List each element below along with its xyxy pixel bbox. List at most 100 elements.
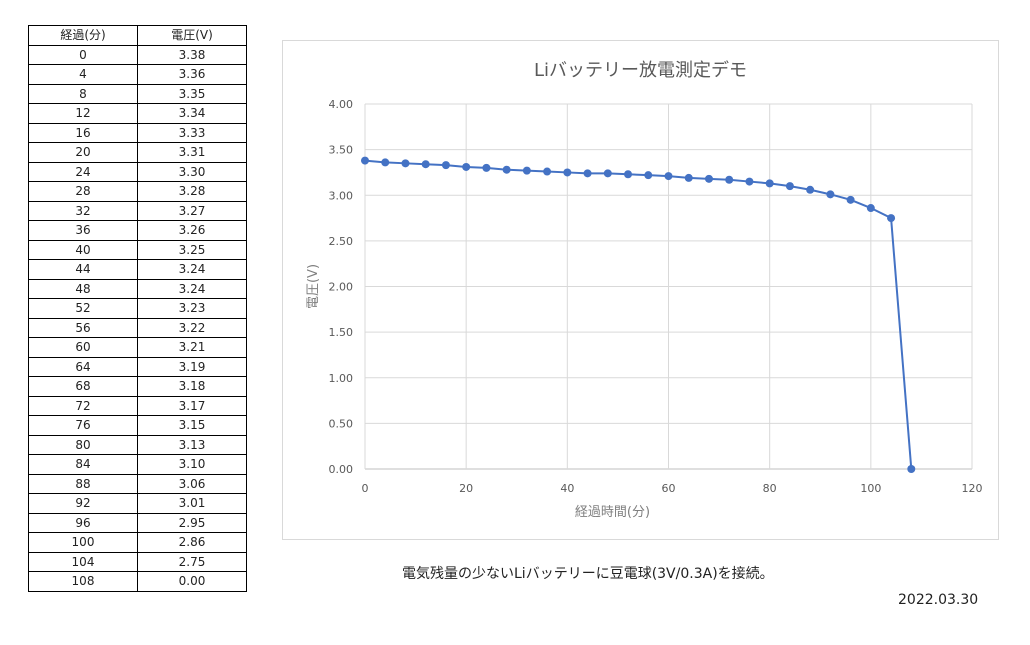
cell-elapsed: 12	[28, 103, 138, 124]
x-axis-title: 経過時間(分)	[575, 505, 650, 520]
table-row: 0 3.38	[28, 44, 247, 65]
cell-elapsed: 100	[28, 532, 138, 553]
data-point	[381, 158, 390, 167]
table-row: 4 3.36	[28, 64, 247, 85]
table-row: 92 3.01	[28, 493, 247, 514]
cell-voltage: 3.38	[137, 44, 247, 65]
table-row: 100 2.86	[28, 532, 247, 553]
data-point	[826, 190, 835, 199]
cell-elapsed: 0	[28, 44, 138, 65]
cell-voltage: 3.13	[137, 434, 247, 455]
cell-elapsed: 96	[28, 512, 138, 533]
chart-area: Liバッテリー放電測定デモ 0.00 0.50 1.00 1.50 2.00 2.50 3.…	[282, 40, 999, 540]
cell-voltage: 3.27	[137, 200, 247, 221]
table-row: 56 3.22	[28, 317, 247, 338]
line-chart: 0.00 0.50 1.00 1.50 2.00 2.50 3.00 3.50 4.00 0 20 4…	[306, 98, 983, 520]
cell-elapsed: 92	[28, 493, 138, 514]
table-row: 24 3.30	[28, 161, 247, 182]
data-point	[644, 171, 653, 180]
data-point	[462, 162, 471, 171]
cell-voltage: 2.75	[137, 551, 247, 572]
y-tick-label: 3.00	[329, 189, 354, 202]
cell-voltage: 3.31	[137, 142, 247, 163]
cell-elapsed: 60	[28, 337, 138, 358]
cell-elapsed: 64	[28, 356, 138, 377]
series-line	[364, 159, 913, 470]
x-tick-label: 60	[662, 482, 676, 495]
cell-elapsed: 76	[28, 415, 138, 436]
y-tick-label: 4.00	[329, 98, 354, 111]
table-row: 16 3.33	[28, 122, 247, 143]
x-tick-label: 100	[860, 482, 881, 495]
cell-voltage: 3.21	[137, 337, 247, 358]
table-row: 52 3.23	[28, 298, 247, 319]
y-tick-label: 0.50	[329, 417, 354, 430]
table-row: 84 3.10	[28, 454, 247, 475]
date-label: 2022.03.30	[898, 592, 979, 608]
table-row: 104 2.75	[28, 551, 247, 572]
table-header-row: 経過(分) 電圧(V)	[28, 25, 247, 46]
data-point	[624, 170, 633, 179]
cell-voltage: 3.25	[137, 239, 247, 260]
cell-voltage: 3.23	[137, 298, 247, 319]
cell-elapsed: 104	[28, 551, 138, 572]
cell-voltage: 2.95	[137, 512, 247, 533]
data-point	[785, 182, 794, 191]
data-point	[583, 169, 592, 178]
x-tick-label: 20	[459, 482, 473, 495]
x-tick-label: 40	[560, 482, 574, 495]
table-row: 12 3.34	[28, 103, 247, 124]
table-row: 96 2.95	[28, 512, 247, 533]
cell-voltage: 0.00	[137, 571, 247, 592]
data-table: 経過(分) 電圧(V) 0 3.38 4 3.36 8 3.35 12 3.34 16 3.33 2…	[28, 25, 247, 592]
table-row: 80 3.13	[28, 434, 247, 455]
x-tick-label: 120	[962, 482, 983, 495]
cell-elapsed: 108	[28, 571, 138, 592]
cell-elapsed: 20	[28, 142, 138, 163]
data-point	[482, 163, 491, 172]
cell-voltage: 3.19	[137, 356, 247, 377]
y-tick-label: 0.00	[329, 463, 354, 476]
table-row: 72 3.17	[28, 395, 247, 416]
cell-elapsed: 24	[28, 161, 138, 182]
cell-voltage: 3.35	[137, 83, 247, 104]
cell-elapsed: 72	[28, 395, 138, 416]
table-row: 32 3.27	[28, 200, 247, 221]
y-tick-label: 2.00	[329, 281, 354, 294]
data-point	[725, 175, 734, 184]
cell-elapsed: 68	[28, 376, 138, 397]
data-point	[887, 214, 896, 223]
cell-voltage: 2.86	[137, 532, 247, 553]
table-row: 48 3.24	[28, 278, 247, 299]
table-row: 20 3.31	[28, 142, 247, 163]
x-tick-label: 0	[362, 482, 369, 495]
table-row: 36 3.26	[28, 220, 247, 241]
y-tick-label: 2.50	[329, 235, 354, 248]
cell-elapsed: 28	[28, 181, 138, 202]
data-point	[846, 195, 855, 204]
y-tick-label: 1.00	[329, 372, 354, 385]
cell-elapsed: 88	[28, 473, 138, 494]
data-point	[866, 204, 875, 213]
cell-voltage: 3.06	[137, 473, 247, 494]
chart-title: Liバッテリー放電測定デモ	[533, 60, 748, 81]
header-elapsed: 経過(分)	[28, 25, 138, 46]
table-row: 88 3.06	[28, 473, 247, 494]
cell-elapsed: 84	[28, 454, 138, 475]
y-tick-label: 1.50	[329, 326, 354, 339]
y-tick-label: 3.50	[329, 144, 354, 157]
data-point	[806, 185, 815, 194]
cell-voltage: 3.17	[137, 395, 247, 416]
table-row: 68 3.18	[28, 376, 247, 397]
table-row: 44 3.24	[28, 259, 247, 280]
data-point	[401, 159, 410, 168]
data-point	[745, 177, 754, 186]
data-point	[907, 465, 916, 473]
data-point	[421, 160, 430, 169]
cell-elapsed: 48	[28, 278, 138, 299]
data-point	[563, 168, 572, 177]
cell-elapsed: 40	[28, 239, 138, 260]
data-point	[603, 169, 612, 178]
cell-elapsed: 44	[28, 259, 138, 280]
data-point	[502, 165, 511, 174]
